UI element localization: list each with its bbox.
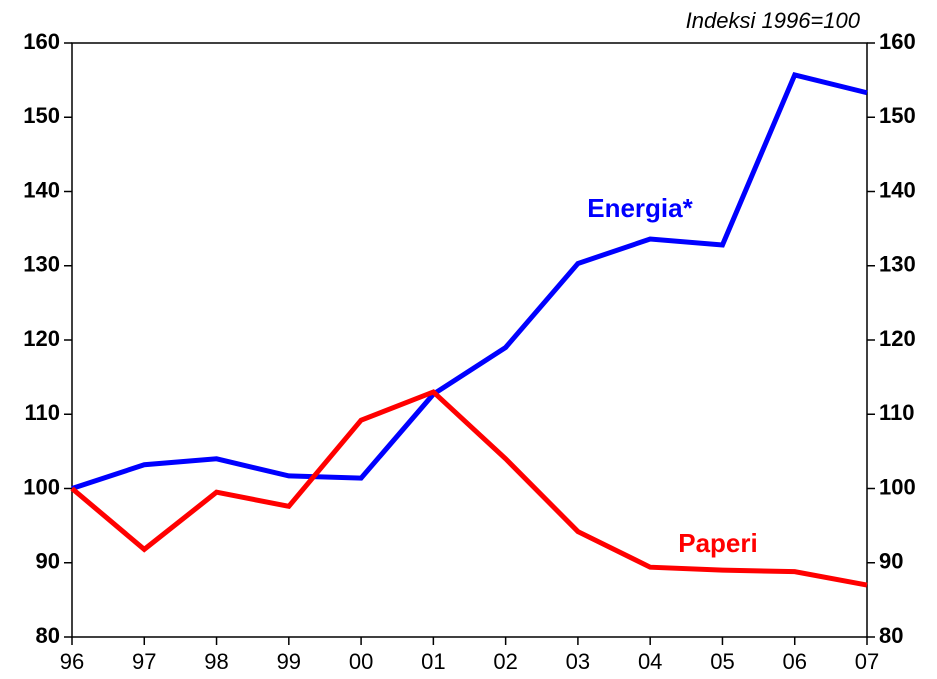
y2-tick-label: 140 xyxy=(879,177,916,202)
x-tick-label: 04 xyxy=(638,649,662,674)
series-line xyxy=(71,71,868,491)
series-label: Paperi xyxy=(678,528,758,558)
x-tick-label: 07 xyxy=(855,649,879,674)
annotation: Indeksi 1996=100 xyxy=(686,8,861,33)
x-tick-label: 03 xyxy=(566,649,590,674)
x-tick-label: 06 xyxy=(782,649,806,674)
y2-tick-label: 80 xyxy=(879,623,903,648)
y-tick-label: 150 xyxy=(23,103,60,128)
y2-tick-label: 130 xyxy=(879,252,916,277)
y-tick-label: 90 xyxy=(36,549,60,574)
y-tick-label: 160 xyxy=(23,29,60,54)
y2-tick-label: 110 xyxy=(879,400,915,425)
y2-tick-label: 150 xyxy=(879,103,916,128)
y-tick-label: 80 xyxy=(36,623,60,648)
y2-tick-label: 160 xyxy=(879,29,916,54)
x-tick-label: 97 xyxy=(132,649,156,674)
y2-tick-label: 120 xyxy=(879,326,916,351)
x-tick-label: 98 xyxy=(204,649,228,674)
x-tick-label: 05 xyxy=(710,649,734,674)
y2-tick-label: 100 xyxy=(879,474,916,499)
series-label: Energia* xyxy=(587,193,693,223)
y-tick-label: 140 xyxy=(23,177,60,202)
y2-tick-label: 90 xyxy=(879,549,903,574)
x-tick-label: 00 xyxy=(349,649,373,674)
x-tick-label: 96 xyxy=(60,649,84,674)
x-tick-label: 99 xyxy=(277,649,301,674)
x-tick-label: 01 xyxy=(421,649,445,674)
series-line xyxy=(70,389,868,588)
y-tick-label: 120 xyxy=(23,326,60,351)
y-tick-label: 130 xyxy=(23,252,60,277)
x-tick-label: 02 xyxy=(493,649,517,674)
y-tick-label: 100 xyxy=(23,474,60,499)
y-tick-label: 110 xyxy=(25,400,61,425)
